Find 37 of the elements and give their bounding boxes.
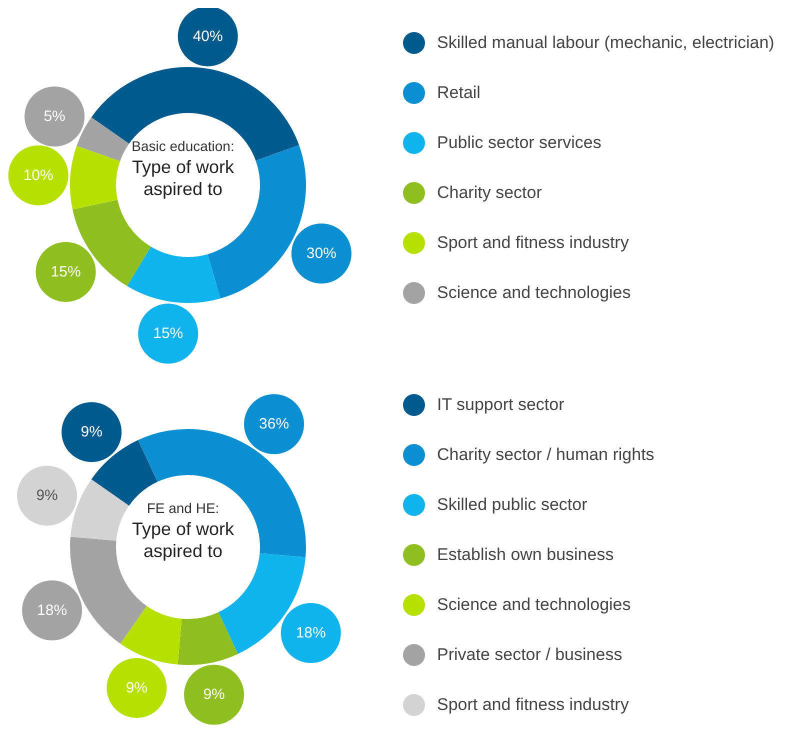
data-label: 30% (306, 245, 336, 262)
donut-slice (91, 67, 300, 161)
donut-slice (127, 246, 220, 303)
legend-label: Public sector services (437, 133, 602, 153)
data-label: 15% (50, 263, 81, 280)
donut-slice (120, 606, 182, 665)
legend-label: Charity sector / human rights (437, 445, 654, 465)
data-label: 9% (36, 487, 58, 504)
legend-label: Charity sector (437, 183, 542, 203)
donut-slice (70, 479, 130, 541)
legend-label: Retail (437, 83, 480, 103)
data-label: 15% (153, 325, 184, 342)
legend-label: Sport and fitness industry (437, 233, 629, 253)
text: Type of work aspired to (130, 518, 236, 562)
legend-label: Skilled manual labour (mechanic, electrician) (437, 33, 774, 53)
legend-label: Skilled public sector (437, 495, 588, 515)
donut-slice (76, 117, 130, 162)
data-label: 9% (80, 424, 102, 441)
data-label: 18% (37, 602, 68, 619)
data-label: 10% (23, 166, 54, 184)
legend-label: Science and technologies (437, 595, 631, 615)
data-label: 9% (203, 686, 225, 704)
data-label: 9% (126, 679, 148, 696)
donut-slice (70, 146, 120, 210)
legend-label: Sport and fitness industry (437, 695, 629, 715)
data-label: 40% (192, 28, 223, 45)
legend-label: IT support sector (437, 395, 564, 415)
legend-label: Private sector / business (437, 645, 622, 665)
donut-slice (178, 612, 238, 665)
legend-label: Science and technologies (437, 283, 631, 303)
text: Type of work aspired to (130, 156, 236, 200)
text: FE and HE: (146, 500, 220, 516)
legend-label: Establish own business (437, 545, 614, 565)
data-label: 5% (44, 108, 66, 125)
data-label: 18% (296, 624, 326, 642)
text: Basic education: (130, 138, 236, 154)
data-label: 36% (259, 416, 290, 433)
